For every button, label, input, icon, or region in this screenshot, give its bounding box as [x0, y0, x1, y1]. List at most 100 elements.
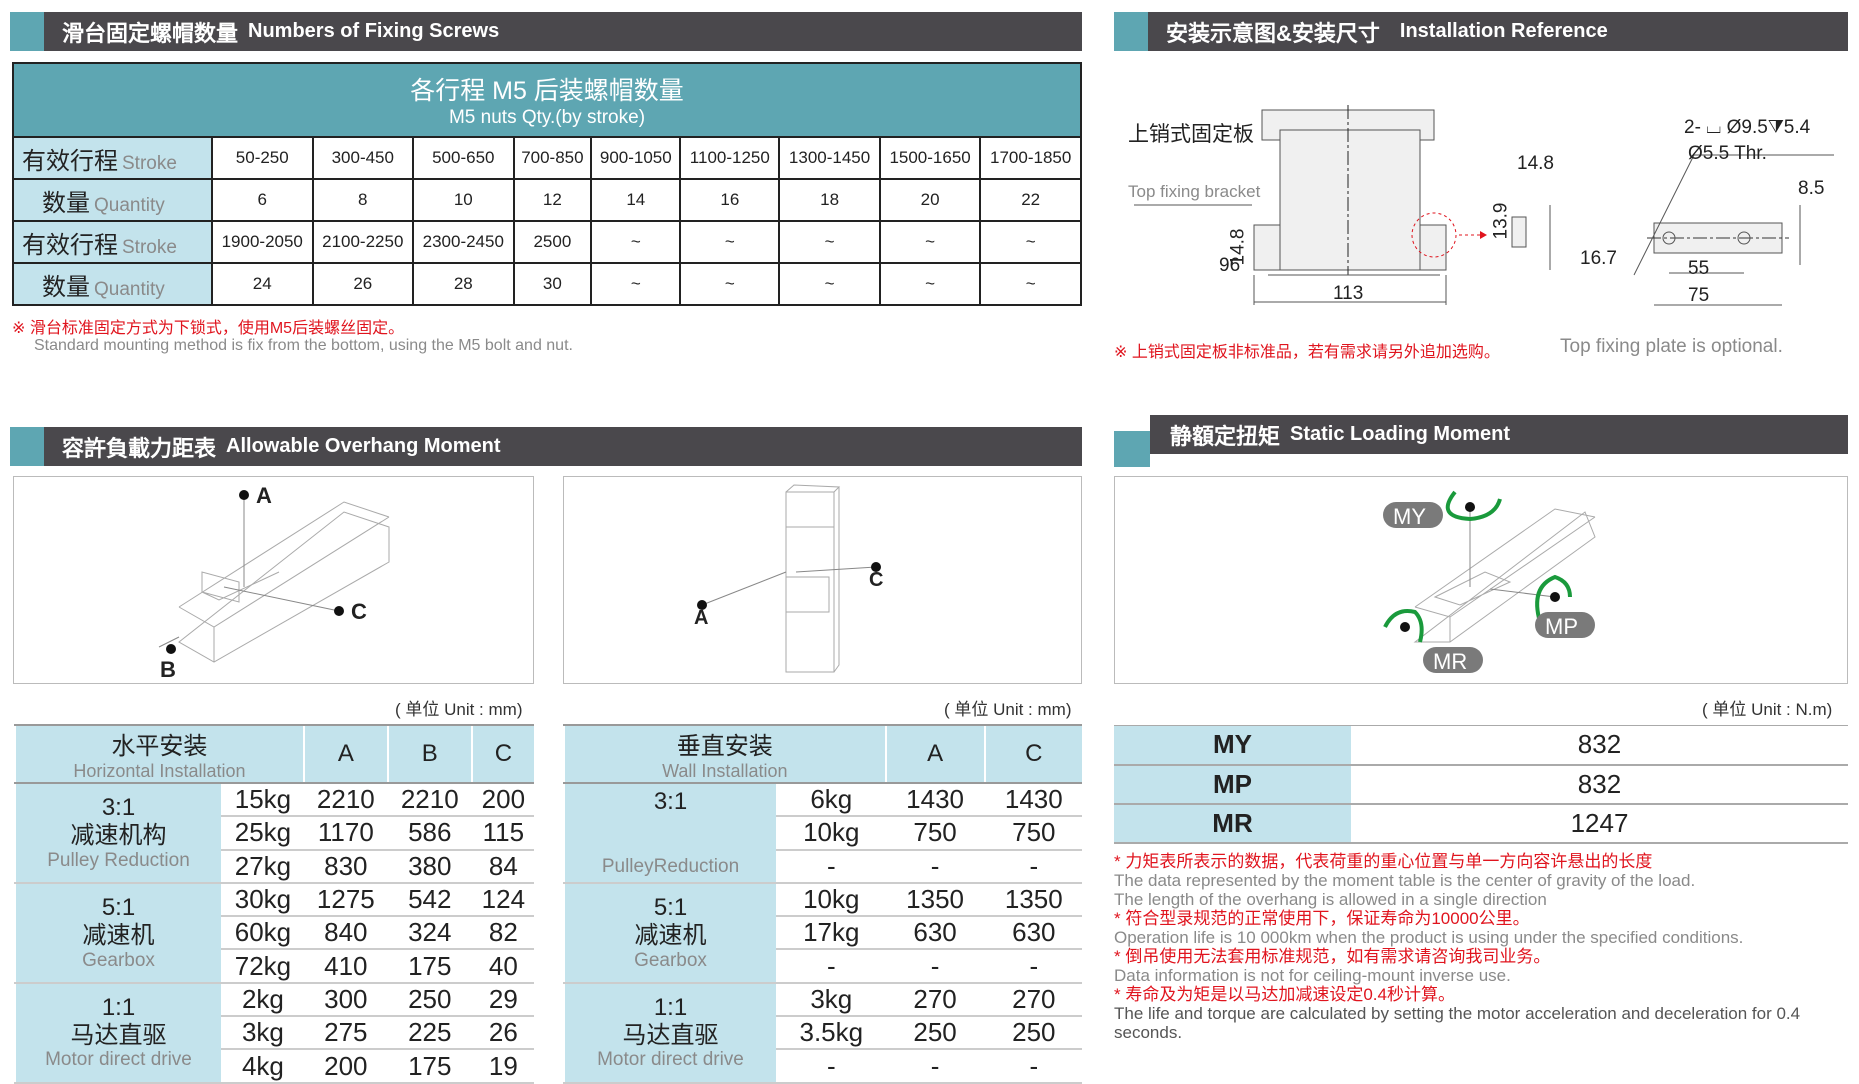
value-cell: 40 — [470, 949, 534, 984]
section-header-overhang: 容許負載力距表 Allowable Overhang Moment — [10, 427, 1082, 466]
dim-8-5: 8.5 — [1798, 178, 1825, 199]
head-en: Horizontal Installation — [73, 761, 246, 781]
value-cell: 24 — [211, 262, 314, 306]
section-header-fixing-screws: 滑台固定螺帽数量 Numbers of Fixing Screws — [10, 12, 1082, 51]
label-my: MY — [1393, 504, 1426, 529]
key-cell: MR — [1114, 803, 1351, 844]
fixing-screws-table: 各行程 M5 后装螺帽数量 M5 nuts Qty.(by stroke) 有效… — [12, 62, 1082, 306]
load-cell: 27kg — [221, 849, 304, 884]
quantity-label: 数量 Quantity — [12, 262, 213, 306]
load-cell: 25kg — [221, 816, 304, 851]
value-cell: 175 — [386, 1049, 472, 1084]
value-cell: 2500 — [512, 220, 593, 264]
key-cell: MP — [1114, 764, 1351, 805]
bracket-label-en: Top fixing bracket — [1128, 182, 1261, 201]
note-line: Data information is not for ceiling-moun… — [1114, 966, 1511, 985]
value-cell: 840 — [302, 916, 388, 951]
group-cell: 3:1 PulleyReduction — [563, 783, 777, 884]
dim-13-9: 13.9 — [1490, 202, 1512, 240]
value-cell: ~ — [679, 262, 781, 306]
dim-14-8-vertical: 14.8 — [1227, 228, 1249, 266]
static-notes: * 力矩表所表示的数据，代表荷重的重心位置与单一方向容许悬出的长度 The dat… — [1114, 852, 1854, 1042]
value-cell: 1700-1850 — [979, 136, 1082, 180]
table-row: 数量 Quantity 24 26 28 30 ~ ~ ~ ~ ~ — [12, 262, 1082, 306]
value-cell: 630 — [983, 916, 1082, 951]
label-mp: MP — [1545, 614, 1578, 639]
unit-label: ( 单位 Unit : mm) — [944, 700, 1072, 719]
value-cell: 26 — [311, 262, 415, 306]
value-cell: 14 — [590, 178, 682, 222]
value-cell: 750 — [983, 816, 1082, 851]
note-cn: ※ 滑台标准固定方式为下锁式，使用M5后装螺丝固定。 — [12, 320, 405, 337]
value-cell: 6 — [211, 178, 314, 222]
table-row: 10kg 750 750 — [564, 816, 1082, 851]
value-cell: 900-1050 — [590, 136, 682, 180]
note-en: Standard mounting method is fix from the… — [34, 337, 573, 354]
load-cell: 3kg — [221, 1016, 304, 1051]
header-accent — [10, 427, 44, 466]
value-cell: 10 — [412, 178, 515, 222]
table-row: 72kg 410 175 40 — [15, 949, 534, 984]
value-cell: 1350 — [884, 882, 985, 918]
value-cell: 115 — [470, 816, 534, 851]
table-row: 3kg 275 225 26 — [15, 1016, 534, 1051]
label-cn: 有效行程 — [22, 231, 118, 259]
note-line: The length of the overhang is allowed in… — [1114, 890, 1547, 909]
group-en: Motor direct drive — [45, 1049, 192, 1071]
load-cell: 15kg — [221, 783, 304, 818]
label-cn: 数量 — [42, 273, 90, 301]
group-cell: 3:1 减速机构 Pulley Reduction — [14, 783, 222, 884]
note-en: Top fixing plate is optional. — [1560, 336, 1783, 357]
table-row: --- — [564, 849, 1082, 884]
value-cell: 832 — [1351, 764, 1848, 805]
value-cell: 26 — [470, 1016, 534, 1051]
table-title: 各行程 M5 后装螺帽数量 M5 nuts Qty.(by stroke) — [12, 62, 1082, 138]
column-header: B — [386, 724, 472, 784]
group-en: PulleyReduction — [601, 855, 740, 877]
value-cell: 124 — [470, 882, 534, 918]
value-cell: 1430 — [884, 783, 985, 818]
title-cn: 容許負載力距表 — [62, 435, 217, 461]
table-row: MP 832 — [1114, 764, 1848, 805]
load-cell: 10kg — [776, 882, 886, 918]
value-cell: ~ — [878, 220, 982, 264]
title-en: Numbers of Fixing Screws — [248, 20, 500, 42]
table-row: MR 1247 — [1114, 803, 1848, 844]
header-installation: 垂直安装 Wall Installation — [563, 724, 886, 784]
label-c: C — [869, 569, 884, 591]
value-cell: 324 — [386, 916, 472, 951]
value-cell: 12 — [512, 178, 593, 222]
value-cell: 16 — [679, 178, 781, 222]
group-cn — [565, 816, 776, 856]
group-cell: 1:1 马达直驱 Motor direct drive — [14, 982, 222, 1084]
load-cell: 10kg — [776, 816, 886, 851]
value-cell: 8 — [311, 178, 415, 222]
value-cell: 2300-2450 — [412, 220, 515, 264]
header-accent — [1114, 431, 1150, 467]
wall-diagram: A C — [563, 476, 1082, 684]
table-row: 有效行程 Stroke 1900-2050 2100-2250 2300-2450 250… — [12, 220, 1082, 264]
value-cell: 500-650 — [412, 136, 515, 180]
head-en: Wall Installation — [662, 761, 788, 781]
group-cell: 1:1 马达直驱 Motor direct drive — [563, 982, 777, 1084]
value-cell: 270 — [983, 982, 1082, 1018]
quantity-label: 数量 Quantity — [12, 178, 213, 222]
header-row: 垂直安装 Wall Installation A C — [563, 724, 1082, 784]
ratio: 1:1 — [101, 994, 136, 1022]
header-row: 水平安装 Horizontal Installation A B C — [14, 724, 534, 784]
header-accent — [1114, 12, 1148, 51]
note-line: * 寿命及为矩是以马达加减速设定0.4秒计算。 — [1114, 985, 1455, 1004]
label-b: B — [160, 657, 176, 682]
horizontal-installation-table: 水平安装 Horizontal Installation A B C 3:1 减速机构 Pul… — [14, 724, 534, 1084]
value-cell: 200 — [470, 783, 534, 818]
label-a: A — [694, 607, 709, 629]
value-cell: 1500-1650 — [878, 136, 982, 180]
value-cell: 700-850 — [512, 136, 593, 180]
value-cell: ~ — [778, 262, 881, 306]
title-cn: 滑台固定螺帽数量 — [62, 20, 239, 46]
hole-spec: 2- ⌴ Ø9.5⧩5.4 — [1684, 117, 1811, 138]
value-cell: ~ — [590, 262, 682, 306]
title-cn: 安装示意图&安装尺寸 — [1166, 20, 1380, 46]
value-cell: 175 — [386, 949, 472, 984]
note-cn: ※ 上销式固定板非标准品，若有需求请另外追加选购。 — [1114, 344, 1500, 361]
